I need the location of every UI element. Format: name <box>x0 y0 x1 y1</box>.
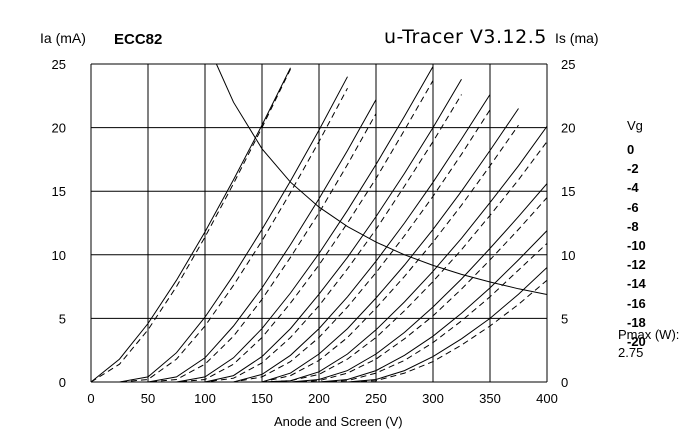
curve-vg-minus16-solid <box>91 183 547 382</box>
x-tick-label: 350 <box>479 391 501 406</box>
y-tick-label-left: 10 <box>52 248 66 263</box>
curve-vg-minus8-dashed <box>91 94 462 382</box>
y-tick-label-left: 20 <box>52 121 66 136</box>
pmax-value: 2.75 <box>618 345 644 360</box>
curve-vg-minus6-dashed <box>91 80 434 382</box>
x-tick-label: 50 <box>141 391 155 406</box>
curve-vg-minus10-solid <box>91 94 491 382</box>
curve-vg-minus12-solid <box>91 108 519 382</box>
curve-vg-minus2-solid <box>91 76 348 382</box>
right-axis-unit: Is (ma) <box>555 30 599 46</box>
y-tick-label-right: 10 <box>561 248 575 263</box>
legend-item: -14 <box>627 276 646 292</box>
y-tick-label-right: 15 <box>561 184 575 199</box>
x-tick-label: 150 <box>251 391 273 406</box>
y-tick-label-left: 15 <box>52 184 66 199</box>
y-tick-label-left: 0 <box>59 375 66 390</box>
legend-item: -10 <box>627 238 646 253</box>
x-tick-label: 300 <box>422 391 444 406</box>
pmax-label: Pmax (W): <box>618 327 680 342</box>
chart-title: u-Tracer V3.12.5 <box>384 26 547 48</box>
legend-item: -8 <box>627 218 639 234</box>
x-tick-label: 200 <box>308 391 330 406</box>
legend-title: Vg <box>627 118 643 133</box>
legend-item: -2 <box>627 161 639 177</box>
y-tick-label-left: 25 <box>52 57 66 72</box>
y-tick-label-right: 5 <box>561 311 568 326</box>
legend-item: -4 <box>627 180 639 196</box>
curve-vg-minus12-dashed <box>91 124 519 382</box>
x-axis-label: Anode and Screen (V) <box>274 414 403 429</box>
curve-vg-0-dashed <box>91 68 291 382</box>
pmax-curve <box>215 64 547 295</box>
legend-item: -18 <box>627 314 646 330</box>
y-tick-label-right: 25 <box>561 57 575 72</box>
x-tick-label: 100 <box>194 391 216 406</box>
legend-item: -16 <box>627 295 646 311</box>
curve-vg-minus18-solid <box>91 230 547 382</box>
curve-vg-minus2-dashed <box>91 87 348 382</box>
curve-vg-minus14-solid <box>91 126 547 382</box>
legend-item: -20 <box>627 334 646 349</box>
x-tick-label: 400 <box>536 391 558 406</box>
legend-item: -6 <box>627 199 639 215</box>
x-tick-label: 250 <box>365 391 387 406</box>
curve-vg-minus8-solid <box>91 79 462 382</box>
curve-vg-minus6-solid <box>91 66 434 382</box>
curve-vg-minus10-dashed <box>91 109 491 382</box>
curve-vg-0-solid <box>91 67 291 382</box>
curve-vg-minus20-solid <box>91 267 547 382</box>
x-tick-label: 0 <box>87 391 94 406</box>
y-tick-label-right: 0 <box>561 375 568 390</box>
curve-vg-minus16-dashed <box>91 197 547 382</box>
legend-item: -12 <box>627 257 646 273</box>
curve-vg-minus4-solid <box>91 99 377 382</box>
tube-name: ECC82 <box>114 31 163 48</box>
y-tick-label-right: 20 <box>561 121 575 136</box>
curve-vg-minus14-dashed <box>91 141 547 382</box>
legend-item: 0 <box>627 142 635 157</box>
left-axis-unit: Ia (mA) <box>40 30 86 46</box>
y-tick-label-left: 5 <box>59 311 66 326</box>
